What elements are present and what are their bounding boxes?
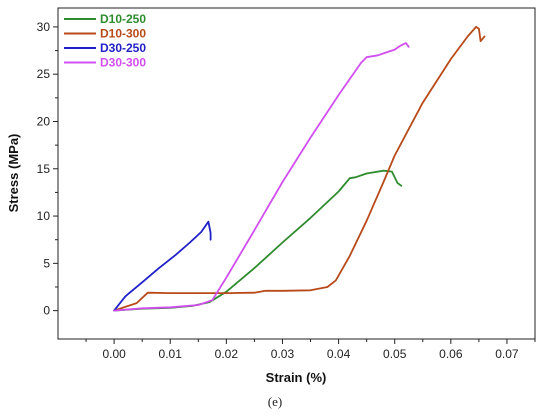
x-tick-label: 0.01 xyxy=(159,347,183,361)
x-tick-label: 0.04 xyxy=(327,347,351,361)
legend-label: D10-250 xyxy=(100,12,146,26)
x-tick-label: 0.02 xyxy=(215,347,239,361)
y-tick-label: 10 xyxy=(37,209,51,223)
y-axis-ticks: 0 5 10 15 20 25 30 xyxy=(37,20,58,318)
stress-strain-chart: 0.00 0.01 0.02 0.03 0.04 0.05 0.06 0.07 0 5 10 15 2… xyxy=(6,7,536,385)
x-tick-label: 0.06 xyxy=(439,347,463,361)
figure-caption: (e) xyxy=(267,394,283,409)
series-line-d30-250 xyxy=(113,220,212,312)
series-line-d10-250 xyxy=(113,169,403,312)
series-layer xyxy=(113,26,486,312)
y-axis-title: Stress (MPa) xyxy=(6,134,21,213)
y-tick-label: 25 xyxy=(37,67,51,81)
y-tick-label: 20 xyxy=(37,114,51,128)
x-tick-label: 0.05 xyxy=(383,347,407,361)
x-tick-label: 0.07 xyxy=(495,347,519,361)
y-tick-label: 5 xyxy=(43,256,50,270)
series-line-d10-300 xyxy=(113,26,486,312)
x-tick-label: 0.00 xyxy=(102,347,126,361)
series-line-d30-300 xyxy=(113,42,410,312)
x-tick-label: 0.03 xyxy=(271,347,295,361)
plot-frame xyxy=(57,7,536,340)
x-axis-title: Strain (%) xyxy=(266,370,327,385)
x-axis-ticks: 0.00 0.01 0.02 0.03 0.04 0.05 0.06 0.07 xyxy=(85,339,536,361)
y-tick-label: 30 xyxy=(37,20,51,34)
legend-label: D30-300 xyxy=(100,56,146,70)
y-tick-label: 0 xyxy=(43,304,50,318)
y-tick-label: 15 xyxy=(37,162,51,176)
legend-label: D30-250 xyxy=(100,41,146,55)
legend-label: D10-300 xyxy=(100,27,146,41)
